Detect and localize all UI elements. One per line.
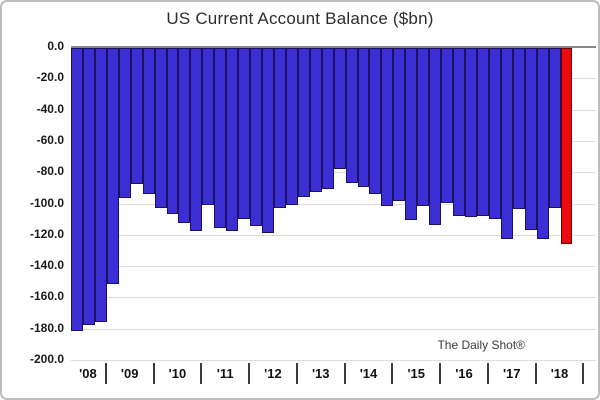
bar — [333, 48, 346, 169]
bar — [297, 48, 310, 197]
bar — [476, 48, 489, 216]
bar — [166, 48, 179, 214]
bar — [226, 48, 239, 232]
bar — [524, 48, 537, 230]
bar — [142, 48, 155, 194]
zero-axis-line — [71, 46, 596, 48]
bar — [262, 48, 274, 233]
bar — [465, 48, 477, 217]
x-axis-year-label: '08 — [71, 363, 107, 384]
bar — [441, 48, 454, 203]
bar — [405, 48, 418, 221]
bar — [381, 48, 394, 207]
bar — [417, 48, 430, 207]
bar — [369, 48, 382, 194]
y-axis-tick-label: -20.0 — [36, 70, 64, 85]
gridline — [71, 234, 596, 236]
y-axis-tick-label: -80.0 — [36, 164, 64, 179]
y-axis-tick-label: -180.0 — [29, 320, 64, 335]
y-axis-tick-label: -160.0 — [29, 289, 64, 304]
watermark: The Daily Shot® — [437, 338, 525, 352]
bar — [94, 48, 107, 322]
gridline — [71, 328, 596, 330]
x-axis-year-label: '14 — [346, 363, 394, 384]
bar — [357, 48, 370, 188]
gridline — [71, 297, 596, 299]
bar — [202, 48, 215, 205]
y-axis-tick-label: -40.0 — [36, 101, 64, 116]
bar — [214, 48, 227, 228]
bar — [429, 48, 442, 225]
y-axis-tick-label: 0.0 — [47, 39, 64, 53]
bar — [106, 48, 119, 285]
x-axis-year-label: '13 — [298, 363, 346, 384]
bar — [178, 48, 191, 224]
x-axis-year-label: '12 — [250, 363, 298, 384]
gridline — [71, 266, 596, 268]
bar — [82, 48, 95, 325]
bar — [71, 48, 83, 332]
bar — [190, 48, 203, 232]
bar — [118, 48, 131, 199]
x-axis-year-label: '17 — [489, 363, 537, 384]
bar — [154, 48, 167, 208]
gridline — [71, 203, 596, 205]
x-axis-year-label: '16 — [441, 363, 489, 384]
bar — [512, 48, 525, 210]
y-axis-tick-label: -120.0 — [29, 226, 64, 241]
bar — [273, 48, 286, 208]
bar — [393, 48, 406, 202]
y-axis-tick-label: -100.0 — [29, 195, 64, 210]
bar — [285, 48, 298, 205]
bar — [548, 48, 561, 208]
x-axis-year-label: '09 — [107, 363, 155, 384]
bar — [488, 48, 501, 219]
chart-title: US Current Account Balance ($bn) — [166, 9, 434, 28]
x-axis-year-label: '11 — [202, 363, 251, 384]
y-axis-tick-label: -60.0 — [36, 132, 64, 147]
bar — [500, 48, 513, 239]
bar — [321, 48, 334, 189]
bar — [536, 48, 549, 239]
bar — [453, 48, 465, 216]
bar — [238, 48, 251, 219]
y-axis-tick-label: -140.0 — [29, 258, 64, 273]
gridline — [71, 360, 596, 361]
x-axis-year-label: '10 — [155, 363, 203, 384]
bar — [309, 48, 322, 192]
bar — [250, 48, 263, 227]
bar — [130, 48, 143, 185]
x-axis-year-label: '15 — [393, 363, 442, 384]
x-axis-year-label: '18 — [537, 363, 585, 384]
y-axis-tick-label: -200.0 — [29, 352, 64, 366]
highlight-bar — [560, 48, 573, 244]
bar — [345, 48, 358, 183]
